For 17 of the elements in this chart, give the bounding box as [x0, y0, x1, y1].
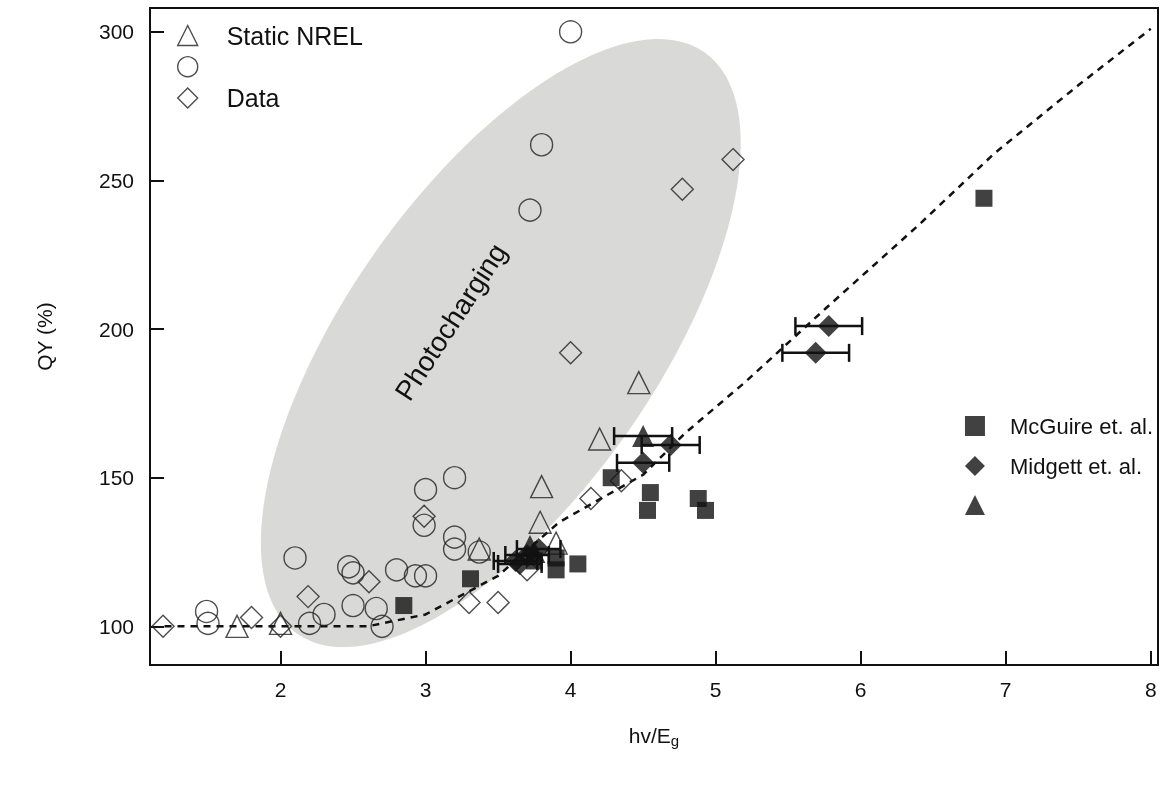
- y-tick-label: 200: [98, 317, 134, 341]
- x-tick-label: 7: [999, 678, 1012, 701]
- legend-label: McGuire et. al.: [1009, 413, 1153, 439]
- x-tick-label: 8: [1144, 678, 1157, 701]
- y-tick-label: 250: [98, 168, 134, 192]
- legend-label: Midgett et. al.: [1009, 453, 1143, 479]
- legend-label: Static NREL: [226, 21, 363, 50]
- x-tick-label: 6: [854, 678, 867, 701]
- y-tick-label: 300: [98, 20, 134, 44]
- y-axis-title: QY (%): [33, 302, 56, 371]
- x-tick-label: 4: [564, 678, 577, 701]
- legend-label: Data: [226, 83, 280, 112]
- y-tick-label: 150: [98, 466, 134, 490]
- x-tick-label: 3: [419, 678, 432, 701]
- x-tick-label: 2: [274, 678, 287, 701]
- x-tick-label: 5: [709, 678, 722, 701]
- y-tick-label: 100: [98, 614, 134, 638]
